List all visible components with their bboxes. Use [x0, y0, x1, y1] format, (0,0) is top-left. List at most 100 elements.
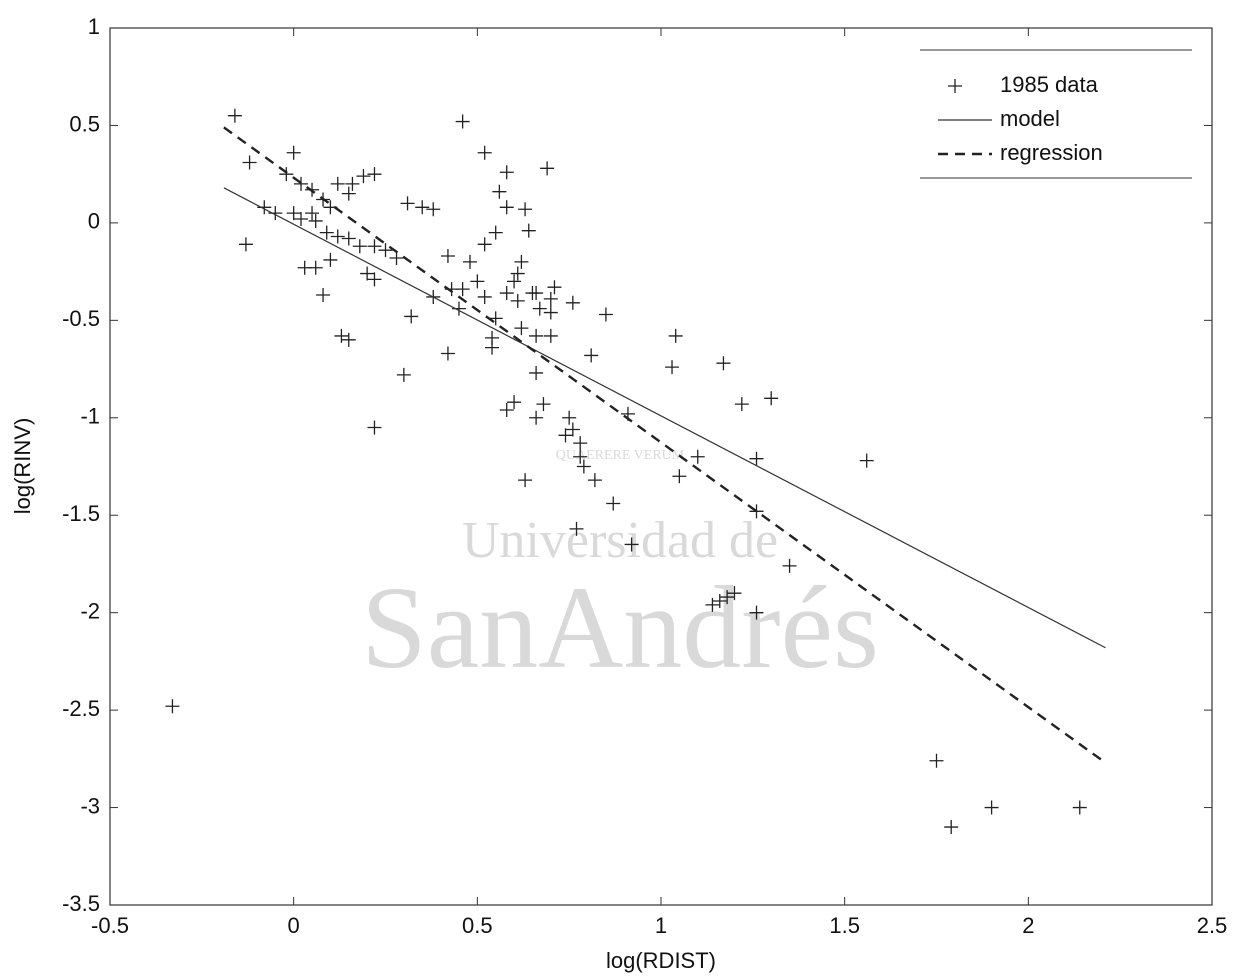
data-point: [341, 231, 356, 246]
x-tick-label: -0.5: [91, 913, 129, 938]
data-point: [507, 274, 522, 289]
data-point: [330, 176, 345, 191]
y-tick-label: 0.5: [69, 111, 100, 136]
data-point: [499, 200, 514, 215]
data-point: [598, 307, 613, 322]
data-point: [367, 420, 382, 435]
data-point: [440, 346, 455, 361]
data-point: [367, 167, 382, 182]
data-point: [518, 202, 533, 217]
data-point: [492, 184, 507, 199]
data-point: [529, 365, 544, 380]
data-point: [573, 449, 588, 464]
data-point: [587, 473, 602, 488]
data-point: [529, 286, 544, 301]
data-point: [573, 436, 588, 451]
data-point: [316, 287, 331, 302]
data-point: [499, 165, 514, 180]
data-point: [529, 328, 544, 343]
watermark-line1: Universidad de: [462, 512, 778, 569]
data-point: [984, 800, 999, 815]
data-point: [540, 161, 555, 176]
y-tick-label: 0: [88, 209, 100, 234]
data-point: [455, 114, 470, 129]
line: [223, 187, 1106, 649]
data-point: [477, 289, 492, 304]
x-tick-label: 0: [288, 913, 300, 938]
data-point: [334, 328, 349, 343]
data-point: [536, 397, 551, 412]
data-point: [665, 360, 680, 375]
data-point: [565, 422, 580, 437]
legend-marker: [948, 79, 962, 93]
data-point: [690, 449, 705, 464]
data-point: [462, 254, 477, 269]
y-tick-label: -2: [80, 598, 100, 623]
watermark-line2: SanAndrés: [361, 562, 879, 693]
data-point: [242, 155, 257, 170]
data-point: [389, 250, 404, 265]
line: [223, 126, 1107, 764]
data-point: [764, 391, 779, 406]
data-point: [514, 254, 529, 269]
data-point: [565, 295, 580, 310]
data-point: [294, 211, 309, 226]
data-point: [415, 200, 430, 215]
data-point: [499, 402, 514, 417]
data-point: [257, 200, 272, 215]
data-point: [749, 451, 764, 466]
data-point: [477, 237, 492, 252]
data-point: [286, 206, 301, 221]
data-point: [305, 206, 320, 221]
data-point: [518, 473, 533, 488]
data-point: [477, 145, 492, 160]
data-point: [558, 428, 573, 443]
data-point: [782, 558, 797, 573]
data-point: [323, 252, 338, 267]
x-axis-label: log(RDIST): [606, 948, 716, 973]
data-point: [286, 145, 301, 160]
data-point: [400, 196, 415, 211]
data-point: [584, 348, 599, 363]
y-axis-label: log(RINV): [10, 418, 35, 515]
data-point: [440, 249, 455, 264]
data-point: [929, 753, 944, 768]
data-point: [268, 206, 283, 221]
data-point: [859, 453, 874, 468]
data-point: [499, 286, 514, 301]
data-point: [455, 282, 470, 297]
y-tick-label: -1: [80, 404, 100, 429]
x-tick-label: 1.5: [829, 913, 860, 938]
y-tick-label: -2.5: [62, 696, 100, 721]
data-point: [352, 239, 367, 254]
data-point: [488, 311, 503, 326]
data-point: [238, 237, 253, 252]
data-point: [345, 176, 360, 191]
x-tick-label: 1: [655, 913, 667, 938]
data-point: [507, 395, 522, 410]
data-point: [1072, 800, 1087, 815]
data-point: [356, 169, 371, 184]
x-tick-label: 2.5: [1197, 913, 1228, 938]
legend-label: model: [1000, 106, 1060, 131]
data-point: [485, 340, 500, 355]
data-point: [367, 272, 382, 287]
data-point: [712, 593, 727, 608]
data-point: [294, 176, 309, 191]
data-point: [319, 225, 334, 240]
data-point: [426, 202, 441, 217]
data-point: [716, 356, 731, 371]
data-point: [341, 332, 356, 347]
x-tick-label: 0.5: [462, 913, 493, 938]
data-point: [749, 504, 764, 519]
data-point: [404, 309, 419, 324]
data-point: [396, 367, 411, 382]
x-tick-label: 2: [1022, 913, 1034, 938]
data-point: [672, 469, 687, 484]
data-point: [488, 225, 503, 240]
watermark-motto: QUAERERE VERUM: [556, 448, 685, 463]
data-point: [514, 321, 529, 336]
data-point: [606, 496, 621, 511]
